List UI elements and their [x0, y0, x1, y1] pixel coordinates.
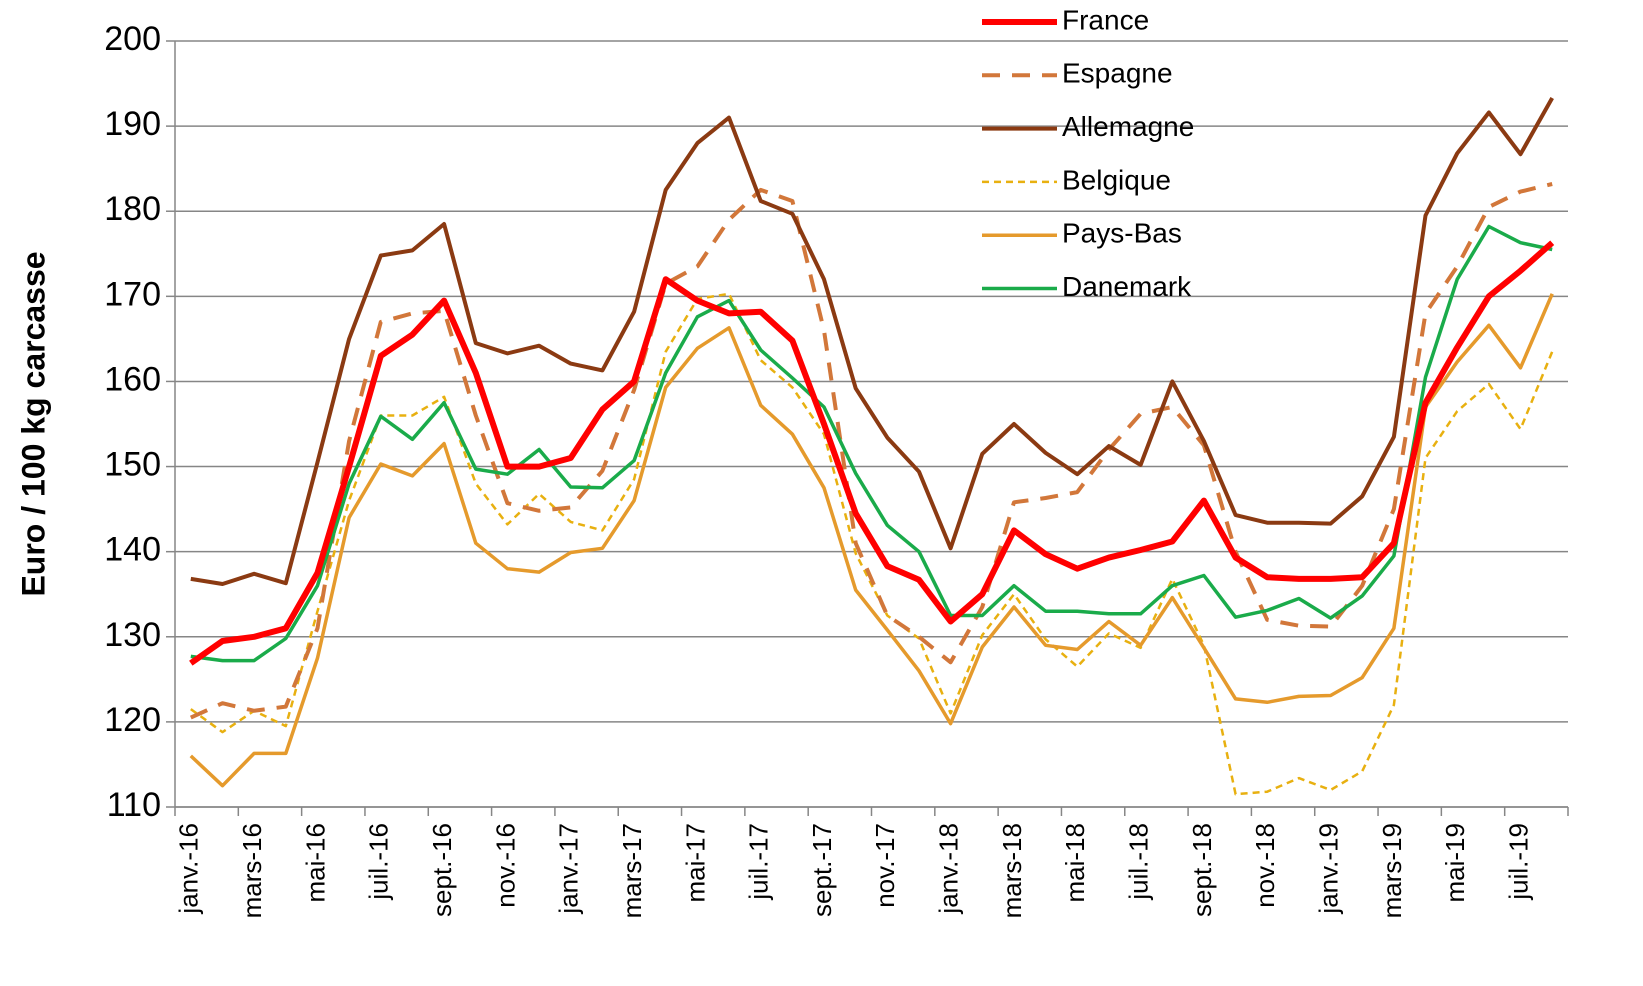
line-series — [190, 97, 1554, 586]
y-tick-label: 170 — [104, 275, 161, 313]
y-tick-label: 130 — [104, 616, 161, 654]
x-tick-label: sept.-16 — [427, 823, 457, 917]
y-tick-label: 140 — [104, 531, 161, 569]
y-tick-label: 200 — [104, 20, 161, 58]
y-tick-label: 180 — [104, 190, 161, 228]
x-tick-label: juil.-18 — [1123, 823, 1153, 901]
x-tick-label: mai-19 — [1440, 823, 1470, 902]
line-series — [190, 224, 1553, 663]
legend-label: Allemagne — [1062, 111, 1194, 142]
y-tick-label: 190 — [104, 105, 161, 143]
legend-label: Danemark — [1062, 271, 1192, 302]
x-tick-label: nov.-18 — [1250, 823, 1280, 908]
y-tick-label: 110 — [107, 786, 161, 824]
line-series — [190, 292, 1554, 796]
line-series — [189, 182, 1553, 720]
x-tick-label: janv.-19 — [1313, 823, 1343, 915]
x-tick-label: janv.-18 — [934, 823, 964, 915]
x-tick-label: mai-16 — [300, 823, 330, 902]
x-tick-label: mars-18 — [997, 823, 1027, 918]
line-series — [189, 240, 1555, 666]
x-tick-label: janv.-16 — [174, 823, 204, 915]
legend-label: Belgique — [1062, 164, 1171, 195]
x-tick-label: juil.-19 — [1503, 823, 1533, 901]
x-tick-label: nov.-16 — [490, 823, 520, 908]
x-tick-label: mars-19 — [1377, 823, 1407, 918]
legend-label: Espagne — [1062, 58, 1173, 89]
line-series — [189, 293, 1554, 788]
legend-label: France — [1062, 4, 1149, 35]
x-tick-label: mars-16 — [237, 823, 267, 918]
x-tick-label: nov.-17 — [870, 823, 900, 908]
x-tick-label: janv.-17 — [554, 823, 584, 915]
y-tick-label: 150 — [104, 446, 161, 484]
x-tick-label: mai-17 — [680, 823, 710, 902]
x-tick-label: sept.-17 — [807, 823, 837, 917]
x-tick-label: mars-17 — [617, 823, 647, 918]
legend-label: Pays-Bas — [1062, 218, 1182, 249]
y-axis-label: Euro / 100 kg carcasse — [15, 251, 51, 596]
y-tick-label: 120 — [104, 701, 161, 739]
y-tick-label: 160 — [104, 360, 161, 398]
x-tick-label: sept.-18 — [1187, 823, 1217, 917]
x-tick-label: mai-18 — [1060, 823, 1090, 902]
x-tick-label: juil.-17 — [744, 823, 774, 901]
x-tick-label: juil.-16 — [364, 823, 394, 901]
